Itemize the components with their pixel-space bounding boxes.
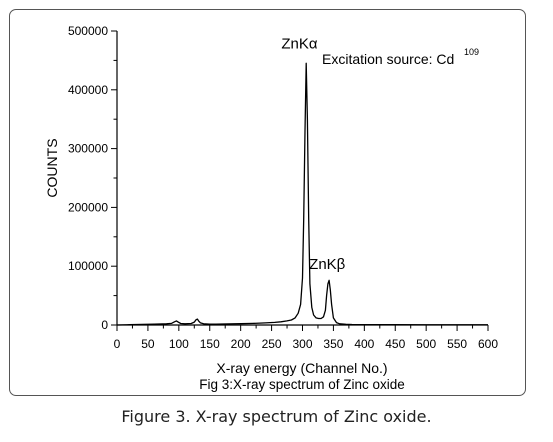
x-tick-label: 500 — [416, 337, 436, 351]
x-tick-label: 600 — [478, 337, 498, 351]
x-tick-label: 250 — [262, 337, 282, 351]
x-tick-label: 100 — [169, 337, 189, 351]
y-tick-label: 500000 — [68, 24, 108, 38]
figure-frame — [9, 9, 526, 396]
axis-ticks — [111, 30, 489, 331]
y-axis-label: COUNTS — [44, 138, 60, 197]
x-tick-label: 450 — [385, 337, 405, 351]
excitation-source-superscript: 109 — [464, 47, 479, 57]
figure-caption: Figure 3. X-ray spectrum of Zinc oxide. — [121, 407, 432, 426]
x-tick-label: 200 — [231, 337, 251, 351]
chart-subtitle: Fig 3:X-ray spectrum of Zinc oxide — [199, 377, 405, 392]
y-tick-label: 300000 — [68, 142, 108, 156]
zn-k-alpha-label: ZnKα — [281, 36, 318, 53]
y-tick-label: 0 — [101, 318, 108, 332]
zn-k-beta-label: ZnKβ — [309, 256, 346, 273]
spectrum-chart: 0 50 100 150 200 250 300 350 400 450 500 550 600 0 100… — [44, 24, 498, 392]
x-tick-label: 550 — [447, 337, 467, 351]
x-axis-label: X-ray energy (Channel No.) — [216, 360, 387, 376]
x-tick-label: 50 — [141, 337, 155, 351]
x-tick-label: 0 — [114, 337, 121, 351]
excitation-source-label: Excitation source: Cd — [322, 51, 454, 67]
y-tick-label: 200000 — [68, 200, 108, 214]
x-tick-label: 400 — [354, 337, 374, 351]
spectrum-line — [116, 62, 488, 326]
axis-tick-labels: 0 50 100 150 200 250 300 350 400 450 500 550 600 0 100… — [68, 24, 498, 351]
x-tick-label: 350 — [323, 337, 343, 351]
y-tick-label: 400000 — [68, 83, 108, 97]
x-tick-label: 300 — [292, 337, 312, 351]
y-tick-label: 100000 — [68, 259, 108, 273]
x-tick-label: 150 — [200, 337, 220, 351]
